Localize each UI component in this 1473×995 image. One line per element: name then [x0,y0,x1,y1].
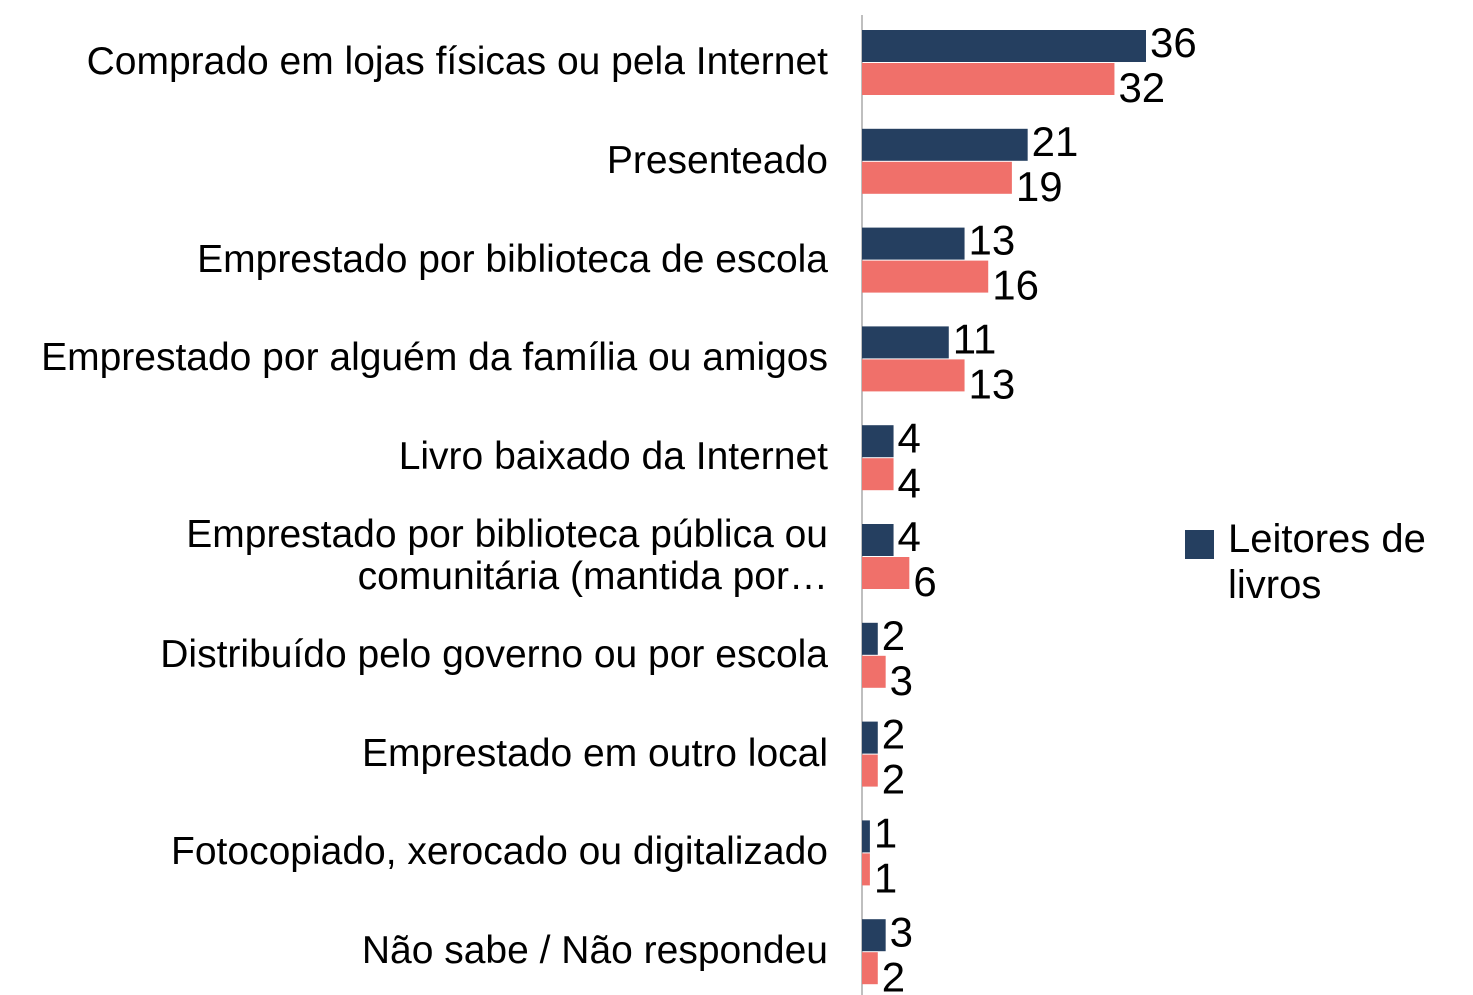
data-label: 16 [992,262,1039,309]
bar [862,754,878,787]
bar [862,326,949,359]
bar [862,952,878,985]
bar [862,919,886,952]
category-label: Livro baixado da Internet [398,435,828,479]
category-label: Emprestado em outro local [361,731,828,775]
bar [862,30,1146,62]
data-label: 36 [1150,19,1197,66]
category-label: Emprestado por biblioteca pública ou com… [186,513,828,598]
data-label: 4 [898,513,921,560]
category-label: Presenteado [606,138,828,182]
data-label: 4 [898,459,921,506]
bar [862,425,894,458]
bar [862,557,910,589]
legend-swatch [1185,530,1214,559]
category-label: Distribuído pelo governo ou por escola [160,632,828,676]
bar [862,227,965,260]
data-label: 13 [969,360,1016,407]
data-label: 3 [890,657,913,704]
bar [862,622,878,655]
bar [862,359,965,392]
category-label: Fotocopiado, xerocado ou digitalizado [171,830,828,874]
bar [862,721,878,754]
data-label: 19 [1016,163,1063,210]
category-label: Emprestado por biblioteca de escola [197,237,828,281]
data-label: 1 [874,854,897,901]
data-label: 3 [890,908,913,955]
data-label: 32 [1118,64,1165,111]
category-label: Comprado em lojas físicas ou pela Intern… [86,40,828,83]
bar [862,853,870,886]
bar [862,524,894,556]
bar [862,458,894,491]
bar [862,63,1115,95]
bar [862,128,1028,161]
data-label: 2 [882,953,905,995]
data-label: 6 [913,558,936,605]
data-label: 21 [1032,118,1079,165]
category-label: Não sabe / Não respondeu [361,929,828,973]
data-label: 1 [874,809,897,856]
bar [862,260,989,293]
bar [862,655,886,688]
data-label: 2 [882,612,905,659]
bar [862,820,870,853]
data-label: 13 [969,217,1016,264]
data-label: 2 [882,711,905,758]
data-label: 4 [898,414,921,461]
data-label: 2 [882,756,905,803]
legend-label: Leitores de livros [1228,517,1426,607]
data-label: 11 [953,315,997,362]
category-label: Emprestado por alguém da família ou amig… [41,336,828,380]
bar [862,161,1012,194]
